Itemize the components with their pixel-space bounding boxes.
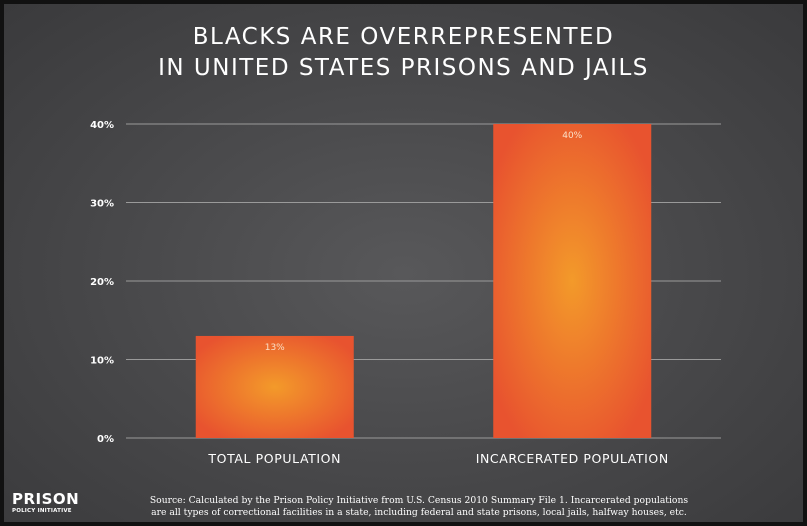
bar-chart: 0% 10% 20% 30% 40% 13% TOTAL POPULATION 40% INCA… xyxy=(90,120,721,466)
source-line-1: Source: Calculated by the Prison Policy … xyxy=(149,495,689,506)
chart-title: BLACKS ARE OVERREPRESENTED IN UNITED STA… xyxy=(4,22,803,84)
logo-main-text: PRISON xyxy=(12,490,80,508)
chart-title-line-1: BLACKS ARE OVERREPRESENTED xyxy=(192,24,615,50)
y-tick-label: 10% xyxy=(90,356,114,367)
source-line-2: are all types of correctional facilities… xyxy=(151,507,687,518)
prison-policy-logo: PRISON POLICY INITIATIVE xyxy=(12,492,79,515)
bar xyxy=(493,124,652,438)
bar-layer xyxy=(195,124,652,438)
data-label: 13% xyxy=(265,343,285,353)
data-label: 40% xyxy=(562,131,582,141)
chart-title-line-2: IN UNITED STATES PRISONS AND JAILS xyxy=(158,55,649,81)
label-layer: 0% 10% 20% 30% 40% 13% TOTAL POPULATION 40% INCA… xyxy=(90,120,669,466)
category-label: TOTAL POPULATION xyxy=(207,451,341,466)
y-tick-label: 0% xyxy=(97,434,114,445)
y-tick-label: 30% xyxy=(90,199,114,210)
logo-sub-text: POLICY INITIATIVE xyxy=(12,508,72,514)
bar xyxy=(195,335,354,438)
category-label: INCARCERATED POPULATION xyxy=(476,451,669,466)
y-tick-label: 20% xyxy=(90,277,114,288)
y-tick-label: 40% xyxy=(90,120,114,131)
source-note: Source: Calculated by the Prison Policy … xyxy=(114,495,724,519)
